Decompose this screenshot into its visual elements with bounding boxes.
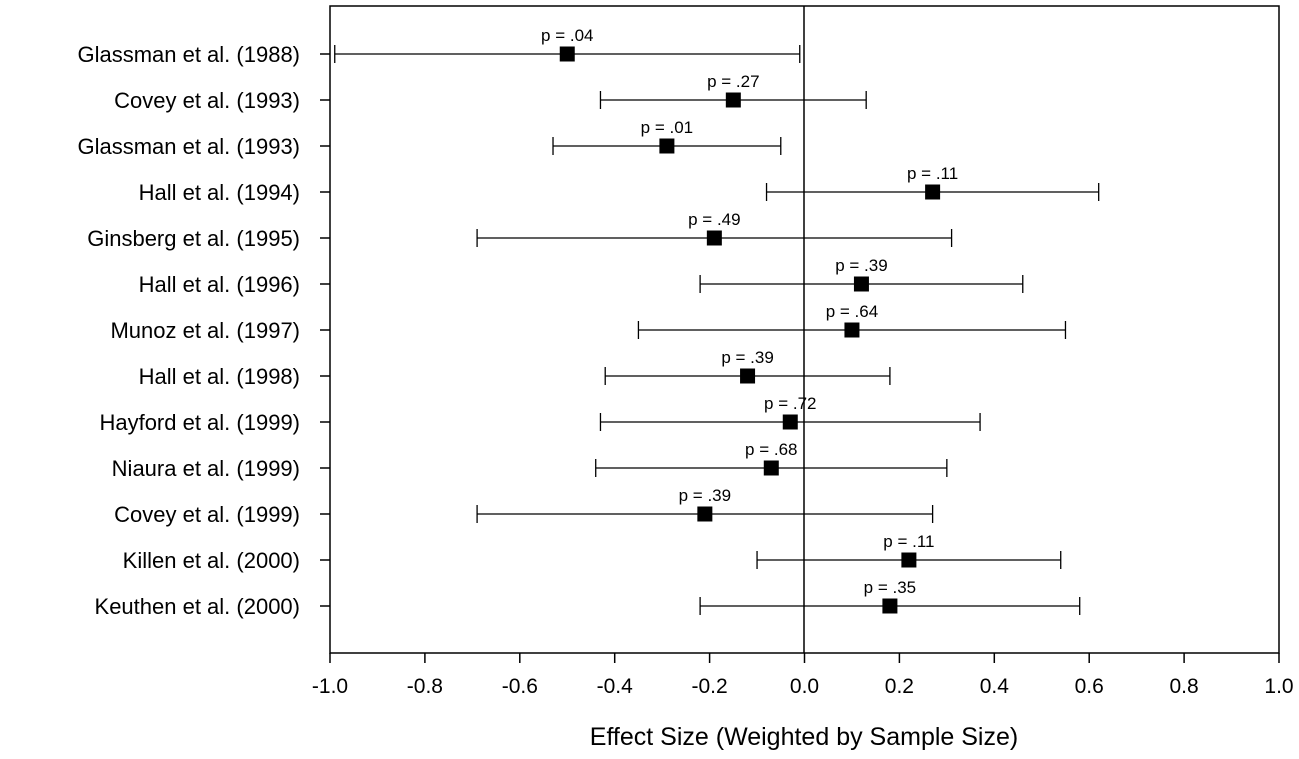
effect-marker [740, 368, 756, 384]
x-tick-label: 0.0 [790, 675, 819, 698]
effect-marker [925, 184, 941, 200]
study-label: Keuthen et al. (2000) [95, 594, 300, 619]
x-tick-label: -1.0 [312, 675, 348, 698]
p-value-label: p = .04 [541, 26, 593, 45]
study-label: Glassman et al. (1993) [77, 134, 300, 159]
p-value-label: p = .11 [883, 532, 934, 551]
p-value-label: p = .01 [641, 118, 693, 137]
study-label: Ginsberg et al. (1995) [87, 226, 300, 251]
x-tick-label: 0.2 [885, 675, 914, 698]
x-axis-title: Effect Size (Weighted by Sample Size) [590, 723, 1018, 751]
study-label: Covey et al. (1999) [114, 502, 300, 527]
p-value-label: p = .27 [707, 72, 759, 91]
x-tick-label: -0.6 [502, 675, 538, 698]
x-tick-label: -0.8 [407, 675, 443, 698]
x-tick-label: -0.4 [597, 675, 634, 698]
study-labels: Glassman et al. (1988) Covey et al. (1993… [77, 42, 330, 619]
effect-marker [782, 414, 798, 430]
x-tick-label: 0.4 [980, 675, 1010, 698]
x-tick-label: -0.2 [692, 675, 728, 698]
x-tick-label: 1.0 [1264, 675, 1293, 698]
p-value-label: p = .39 [679, 486, 731, 505]
effect-marker [706, 230, 722, 246]
study-label: Niaura et al. (1999) [112, 456, 300, 481]
p-value-label: p = .49 [688, 210, 740, 229]
effect-markers [559, 46, 941, 614]
study-label: Hall et al. (1996) [139, 272, 300, 297]
x-tick-label: 0.6 [1075, 675, 1104, 698]
effect-marker [559, 46, 575, 62]
study-label: Covey et al. (1993) [114, 88, 300, 113]
effect-marker [763, 460, 779, 476]
p-value-label: p = .72 [764, 394, 816, 413]
study-label: Killen et al. (2000) [123, 548, 300, 573]
p-value-label: p = .68 [745, 440, 797, 459]
effect-marker [725, 92, 741, 108]
p-value-label: p = .64 [826, 302, 878, 321]
effect-marker [882, 598, 898, 614]
p-value-label: p = .35 [864, 578, 916, 597]
p-value-label: p = .39 [835, 256, 887, 275]
study-label: Glassman et al. (1988) [77, 42, 300, 67]
study-label: Munoz et al. (1997) [110, 318, 300, 343]
study-label: Hayford et al. (1999) [99, 410, 300, 435]
effect-marker [901, 552, 917, 568]
study-label: Hall et al. (1998) [139, 364, 300, 389]
p-value-label: p = .11 [907, 164, 958, 183]
p-value-labels: p = .04 p = .27 p = .01 p = .11 p = .49 p = .… [541, 26, 958, 597]
x-axis-tick-labels: -1.0 -0.8 -0.6 -0.4 -0.2 0.0 0.2 0.4 0.6 0.8 1.0 [312, 675, 1294, 698]
confidence-intervals [334, 45, 1100, 615]
effect-marker [844, 322, 860, 338]
effect-marker [659, 138, 675, 154]
study-label: Hall et al. (1994) [139, 180, 300, 205]
x-axis-ticks [329, 653, 1280, 663]
effect-marker [853, 276, 869, 292]
effect-marker [697, 506, 713, 522]
x-tick-label: 0.8 [1169, 675, 1198, 698]
p-value-label: p = .39 [721, 348, 773, 367]
